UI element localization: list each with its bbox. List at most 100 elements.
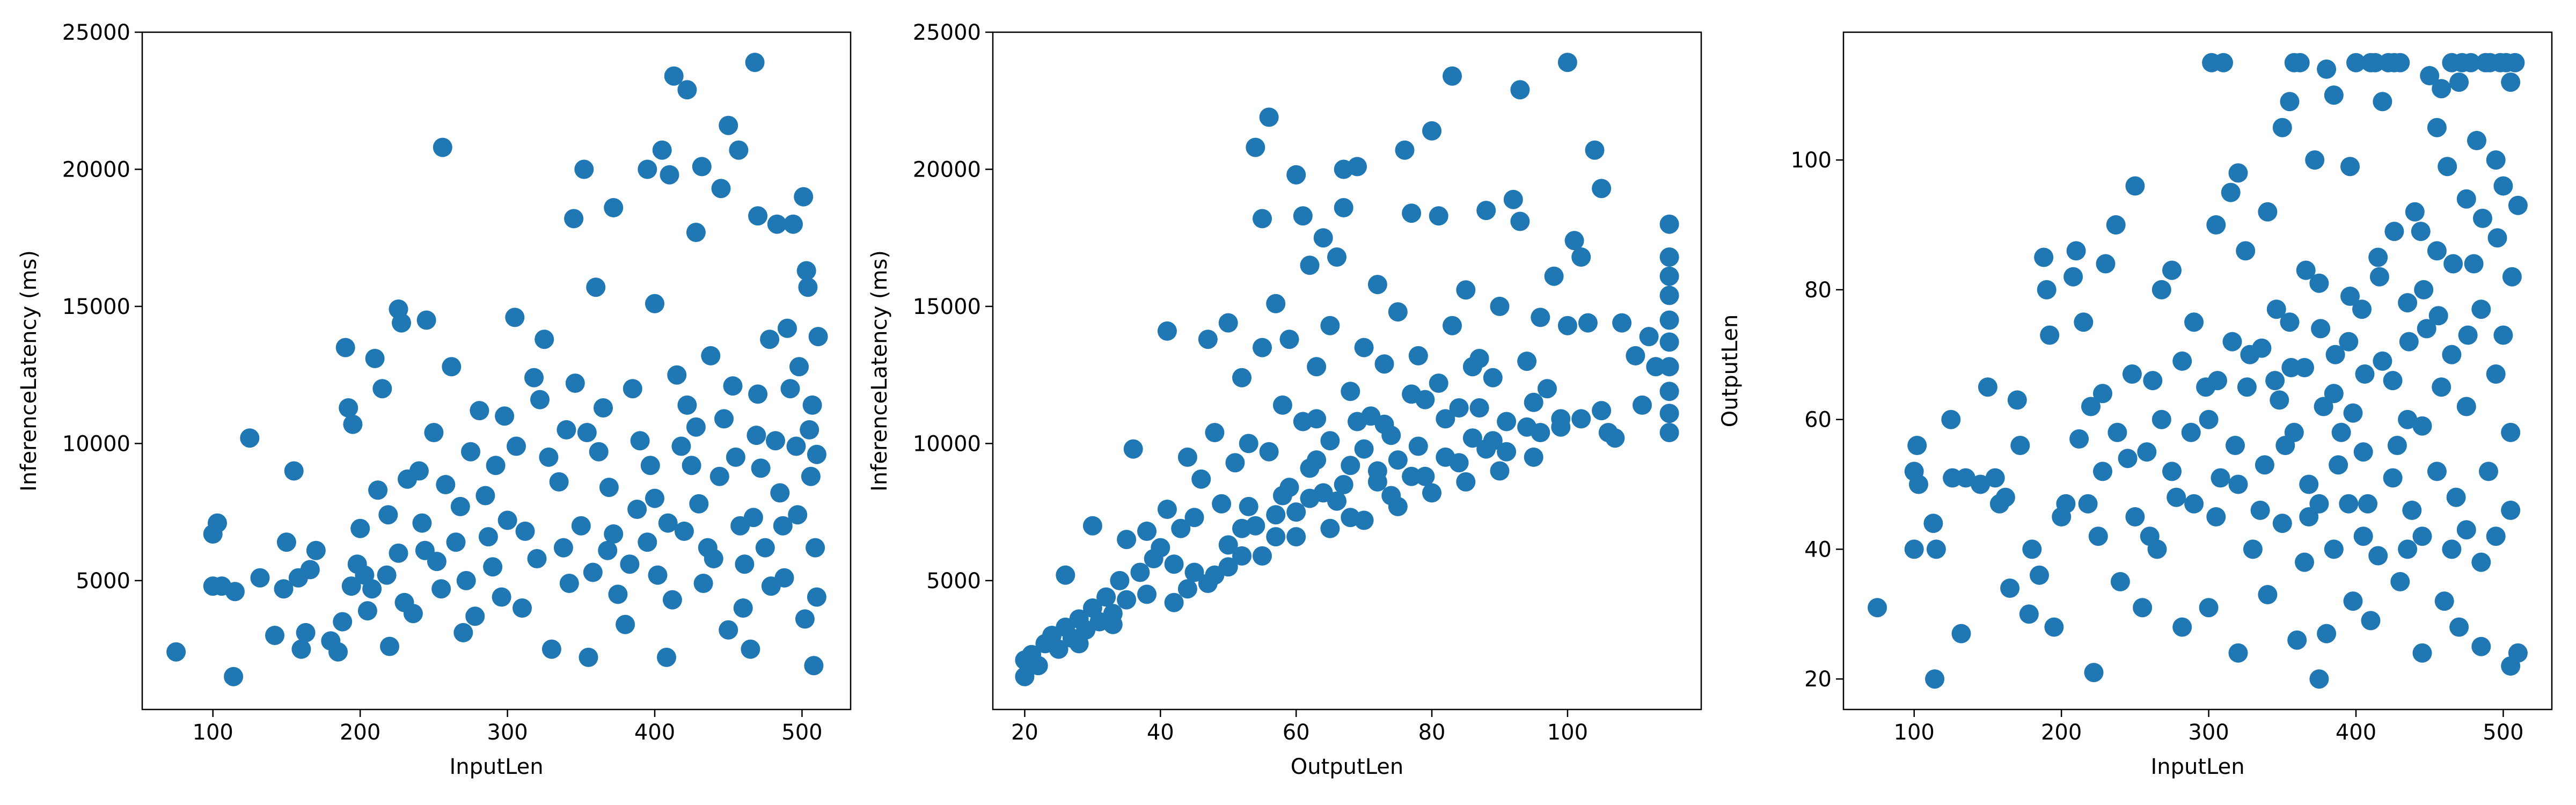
data-point: [594, 398, 613, 418]
x-axis-label: InputLen: [2150, 755, 2244, 779]
data-point: [1483, 368, 1503, 387]
data-point: [224, 667, 244, 686]
data-point: [2181, 422, 2201, 442]
data-point: [398, 469, 417, 489]
data-point: [795, 609, 815, 629]
data-point: [638, 532, 657, 552]
data-point: [2237, 377, 2257, 397]
data-point: [1272, 486, 1292, 506]
data-point: [2311, 319, 2331, 339]
data-point: [2339, 494, 2359, 514]
data-point: [766, 431, 785, 451]
y-tick-label: 5000: [76, 569, 130, 594]
data-point: [2411, 222, 2431, 241]
data-point: [1497, 442, 1517, 462]
data-point: [796, 261, 816, 281]
data-point: [2493, 176, 2513, 196]
y-tick-label: 20000: [62, 157, 130, 182]
latency-vs-outputlen-points: [1015, 53, 1679, 686]
data-point: [2398, 539, 2418, 559]
data-point: [2206, 215, 2226, 235]
data-point: [1307, 450, 1327, 470]
data-point: [2228, 643, 2248, 663]
data-point: [1524, 392, 1543, 412]
data-point: [1639, 327, 1659, 347]
data-point: [1286, 527, 1306, 547]
data-point: [2442, 539, 2462, 559]
data-point: [2066, 241, 2086, 261]
data-point: [674, 521, 694, 541]
data-point: [2434, 591, 2454, 611]
data-point: [1456, 280, 1476, 300]
data-point: [1659, 247, 1679, 267]
data-point: [1531, 423, 1550, 442]
data-point: [495, 406, 515, 426]
data-point: [801, 466, 821, 486]
data-point: [1469, 398, 1489, 418]
data-point: [1184, 562, 1204, 582]
data-point: [604, 198, 624, 217]
y-tick-label: 80: [1804, 278, 1832, 303]
data-point: [1354, 439, 1374, 459]
data-point: [2151, 280, 2171, 299]
data-point: [1218, 535, 1238, 555]
data-point: [788, 505, 808, 525]
latency-vs-inputlen-frame: [141, 31, 852, 711]
data-point: [1449, 398, 1469, 418]
data-point: [1286, 165, 1306, 185]
data-point: [2295, 358, 2314, 377]
data-point: [2361, 611, 2381, 631]
data-point: [446, 532, 466, 552]
data-point: [250, 568, 270, 588]
data-point: [2110, 572, 2130, 591]
data-point: [1367, 275, 1387, 295]
y-tick-label: 15000: [913, 295, 981, 319]
data-point: [2305, 150, 2325, 170]
data-point: [2456, 189, 2476, 209]
data-point: [1544, 266, 1564, 286]
data-point: [424, 423, 444, 442]
data-point: [2438, 157, 2457, 177]
data-point: [475, 486, 495, 506]
data-point: [1923, 514, 1943, 533]
data-point: [507, 436, 526, 456]
data-point: [689, 494, 709, 514]
data-point: [1408, 346, 1428, 365]
data-point: [2309, 273, 2329, 293]
data-point: [2449, 617, 2469, 637]
y-tick-label: 20: [1804, 667, 1832, 692]
data-point: [333, 612, 353, 632]
data-point: [2081, 397, 2101, 416]
data-point: [2456, 397, 2476, 416]
data-point: [225, 582, 245, 602]
data-point: [1510, 80, 1530, 100]
data-point: [1443, 66, 1462, 86]
data-point: [2471, 636, 2491, 656]
data-point: [2317, 624, 2337, 643]
data-point: [1926, 539, 1946, 559]
data-point: [1082, 516, 1102, 536]
data-point: [2162, 260, 2182, 280]
data-point: [1659, 382, 1679, 401]
data-point: [389, 543, 408, 563]
data-point: [2272, 514, 2292, 533]
data-point: [1191, 469, 1211, 489]
data-point: [2358, 494, 2377, 514]
data-point: [2325, 345, 2345, 364]
data-point: [1592, 179, 1612, 199]
data-point: [2007, 390, 2027, 410]
data-point: [2346, 53, 2366, 72]
data-point: [807, 444, 826, 464]
data-point: [2222, 332, 2242, 352]
x-tick-label: 200: [2041, 720, 2082, 745]
data-point: [1925, 669, 1945, 689]
data-point: [2412, 643, 2432, 663]
x-tick-label: 400: [634, 720, 675, 745]
data-point: [2340, 157, 2360, 177]
data-point: [1069, 634, 1089, 654]
y-tick-label: 15000: [62, 295, 130, 319]
data-point: [2243, 539, 2263, 559]
data-point: [2299, 507, 2319, 526]
data-point: [2236, 241, 2256, 261]
data-point: [748, 206, 768, 226]
